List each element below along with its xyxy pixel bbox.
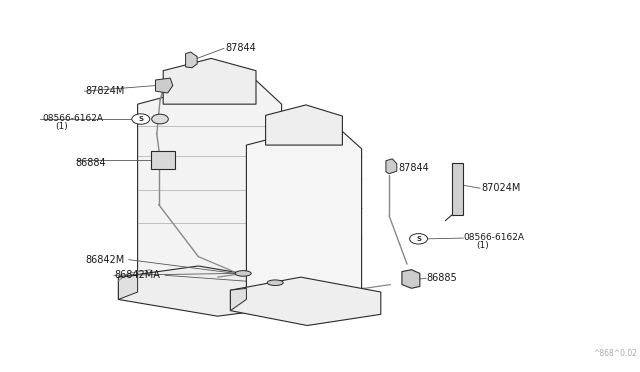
Ellipse shape: [268, 280, 283, 286]
Text: 87844: 87844: [398, 163, 429, 173]
Polygon shape: [246, 123, 362, 311]
Text: 87024M: 87024M: [481, 183, 521, 193]
Circle shape: [152, 114, 168, 124]
Text: 86842MA: 86842MA: [114, 270, 160, 280]
Polygon shape: [118, 275, 138, 299]
Text: S: S: [416, 236, 421, 242]
Polygon shape: [230, 277, 381, 326]
Polygon shape: [138, 74, 282, 305]
Polygon shape: [186, 52, 197, 68]
Polygon shape: [402, 270, 420, 288]
Polygon shape: [266, 105, 342, 145]
Polygon shape: [163, 58, 256, 104]
Ellipse shape: [236, 271, 252, 276]
Circle shape: [132, 114, 150, 124]
Text: S: S: [138, 116, 143, 122]
Polygon shape: [452, 163, 463, 215]
Text: 86884: 86884: [76, 158, 106, 168]
Text: ^868^0.02: ^868^0.02: [593, 349, 637, 358]
Text: (1): (1): [476, 241, 489, 250]
Text: (1): (1): [55, 122, 68, 131]
Text: 87824M: 87824M: [85, 86, 125, 96]
Text: 87844: 87844: [225, 44, 256, 53]
Circle shape: [410, 234, 428, 244]
Text: 08566-6162A: 08566-6162A: [42, 114, 103, 123]
Polygon shape: [386, 159, 397, 174]
Polygon shape: [230, 288, 246, 311]
Text: 08566-6162A: 08566-6162A: [463, 233, 524, 242]
Polygon shape: [118, 266, 298, 316]
Polygon shape: [151, 151, 175, 169]
Polygon shape: [156, 78, 173, 93]
Text: 86885: 86885: [426, 273, 457, 283]
Text: 86842M: 86842M: [85, 255, 124, 264]
